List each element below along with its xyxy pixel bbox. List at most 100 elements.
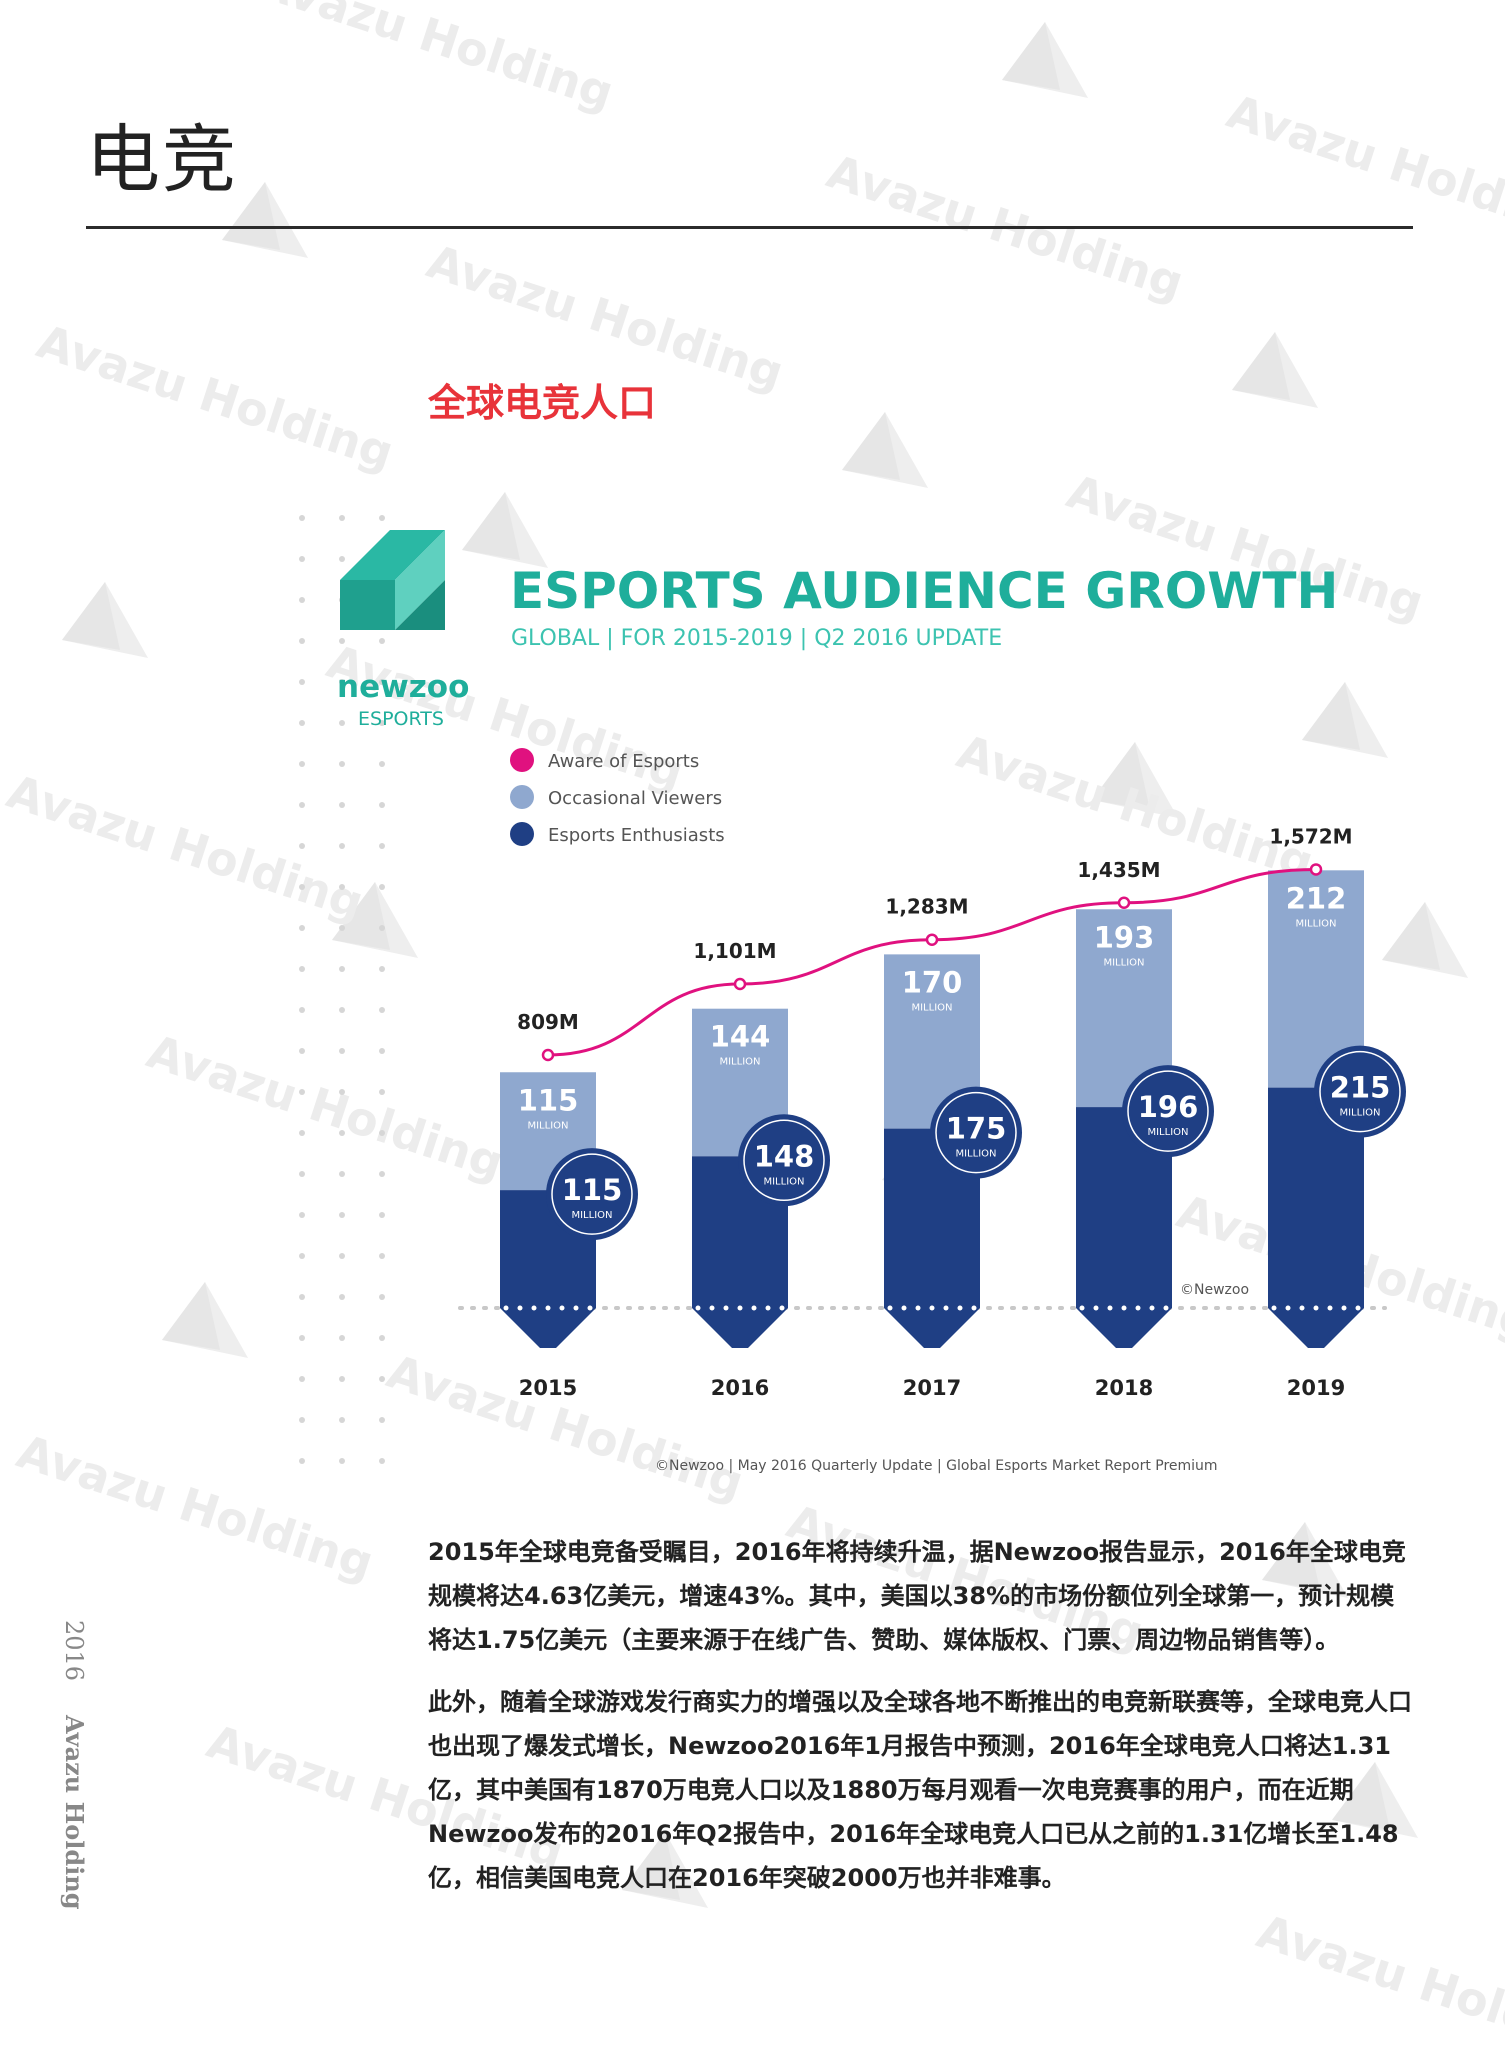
bar-dot	[1299, 1305, 1305, 1311]
bar-dot	[517, 1305, 523, 1311]
enthusiast-badge	[546, 1148, 638, 1241]
aware-point	[1309, 863, 1323, 876]
decor-dot	[299, 966, 305, 972]
bar-dot	[709, 1305, 715, 1311]
legend-label: Aware of Esports	[548, 751, 699, 772]
bar-dot	[531, 1305, 537, 1311]
watermark-logo-icon	[332, 882, 418, 958]
decor-dot	[339, 1294, 345, 1300]
decor-dot	[299, 1376, 305, 1382]
decor-dot	[339, 515, 345, 521]
decor-dot	[379, 1130, 385, 1136]
bar-dot	[1121, 1305, 1127, 1311]
bar-dot	[929, 1305, 935, 1311]
x-tick-label: 2018	[1095, 1376, 1153, 1400]
newzoo-logo-icon	[395, 580, 445, 630]
bar-dot	[737, 1305, 743, 1311]
enthusiast-unit-label: MILLION	[1147, 1127, 1188, 1138]
brand-sub: ESPORTS	[358, 708, 444, 730]
bar-dot	[1135, 1305, 1141, 1311]
decor-dot	[379, 1294, 385, 1300]
decor-dot	[299, 1089, 305, 1095]
occasional-value-label: 115	[518, 1083, 579, 1117]
newzoo-logo-icon	[340, 530, 445, 580]
decor-dot	[379, 884, 385, 890]
decor-dot	[379, 679, 385, 685]
chart-title: ESPORTS AUDIENCE GROWTH	[510, 562, 1338, 620]
bar-dot	[1355, 1305, 1361, 1311]
legend-swatch	[510, 785, 534, 809]
decor-dot	[339, 761, 345, 767]
enthusiast-value-label: 115	[562, 1173, 623, 1207]
aware-point	[733, 977, 747, 991]
decor-dot	[299, 597, 305, 603]
watermark-text: Avazu Holding	[1250, 1904, 1505, 2070]
decor-dot	[339, 843, 345, 849]
bar-dot	[887, 1305, 893, 1311]
bar-dot	[971, 1305, 977, 1311]
bar-arrow-tip	[884, 1308, 980, 1348]
watermark-logo-icon	[1092, 742, 1178, 818]
newzoo-logo-icon	[395, 530, 445, 630]
brand-name: newzoo	[337, 669, 469, 705]
decor-dot	[299, 802, 305, 808]
decor-dot	[299, 761, 305, 767]
decor-dot	[299, 556, 305, 562]
bar-dot	[1327, 1305, 1333, 1311]
decor-dot	[379, 720, 385, 726]
occasional-value-label: 170	[902, 965, 963, 999]
watermark-logo-icon	[622, 1832, 708, 1908]
side-brand: Avazu Holding	[60, 1715, 89, 1910]
decor-dot	[339, 966, 345, 972]
x-tick-label: 2017	[903, 1376, 961, 1400]
decor-dot	[339, 720, 345, 726]
newzoo-logo-icon	[340, 580, 395, 630]
x-tick-label: 2016	[711, 1376, 769, 1400]
enthusiast-badge	[930, 1086, 1022, 1179]
bar-dot	[1079, 1305, 1085, 1311]
bar-dot	[695, 1305, 701, 1311]
bar-arrow-tip	[1268, 1308, 1364, 1348]
decor-dot	[299, 638, 305, 644]
decor-dot	[299, 1458, 305, 1464]
decor-dot	[379, 1253, 385, 1259]
decor-dot	[339, 1048, 345, 1054]
enthusiast-badge	[1314, 1045, 1406, 1138]
decor-dot	[299, 1007, 305, 1013]
enthusiast-unit-label: MILLION	[763, 1176, 804, 1187]
enthusiast-badge-ring	[935, 1091, 1017, 1174]
bar-dot	[957, 1305, 963, 1311]
side-year: 2016	[60, 1620, 88, 1682]
enthusiast-value-label: 148	[754, 1139, 815, 1173]
enthusiast-value-label: 196	[1138, 1090, 1199, 1124]
enthusiast-badge-ring	[743, 1119, 825, 1202]
x-tick-label: 2019	[1287, 1376, 1345, 1400]
occasional-value-label: 212	[1286, 881, 1347, 915]
aware-value-label: 1,572M	[1269, 824, 1352, 848]
decor-dot	[299, 720, 305, 726]
bar-dot	[1313, 1305, 1319, 1311]
decor-dot	[299, 1253, 305, 1259]
legend-swatch	[510, 748, 534, 772]
decor-dot	[379, 515, 385, 521]
watermark-logo-icon	[1002, 22, 1088, 98]
bar-dot	[943, 1305, 949, 1311]
bar-arrow-tip	[1076, 1308, 1172, 1348]
decor-dot	[339, 925, 345, 931]
bar-dot	[1107, 1305, 1113, 1311]
decor-dot	[299, 515, 305, 521]
aware-value-label: 1,101M	[693, 939, 776, 963]
decor-dot	[339, 1171, 345, 1177]
decor-dot	[299, 925, 305, 931]
enthusiast-value-label: 215	[1330, 1071, 1391, 1105]
decor-dot	[299, 1171, 305, 1177]
bar-arrow-tip	[692, 1308, 788, 1348]
decor-dot	[379, 1048, 385, 1054]
decor-dot	[379, 1089, 385, 1095]
watermark-logo-icon	[1332, 1762, 1418, 1838]
decor-dot	[379, 1335, 385, 1341]
decor-dot	[299, 1294, 305, 1300]
watermark-logo-icon	[62, 582, 148, 658]
bar-dot	[751, 1305, 757, 1311]
decor-dot	[339, 1253, 345, 1259]
